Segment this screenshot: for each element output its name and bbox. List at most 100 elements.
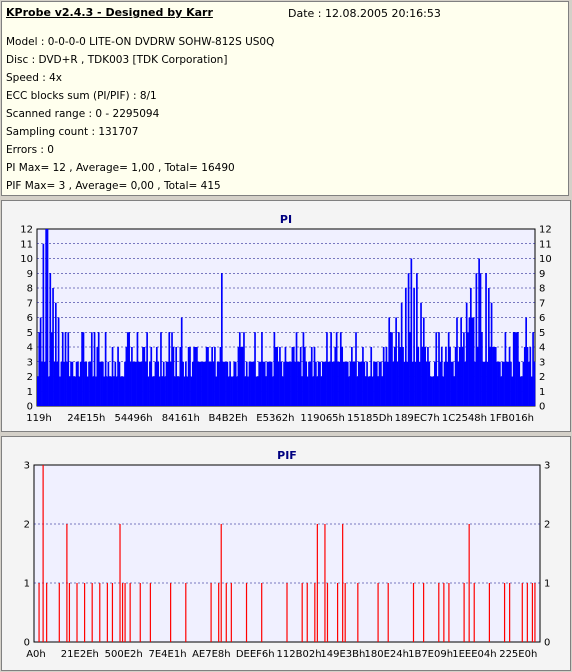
pi-bar <box>294 361 296 406</box>
pi-bar <box>482 361 485 406</box>
pi-bar <box>417 347 420 406</box>
pi-bar <box>150 347 153 406</box>
pi-bar <box>443 361 446 406</box>
speed-line: Speed : 4x <box>6 72 63 84</box>
pi-ytick-left: 10 <box>20 254 33 265</box>
pi-bar <box>247 376 249 406</box>
pi-bar <box>468 317 471 406</box>
pi-bar <box>357 361 360 406</box>
pi-bar <box>283 361 285 406</box>
info-panel: KProbe v2.4.3 - Designed by Karr Date : … <box>1 1 569 196</box>
pi-bar <box>234 361 237 406</box>
pi-bar <box>478 258 480 406</box>
pi-ytick-right: 2 <box>539 372 545 383</box>
pi-bar <box>201 361 204 406</box>
pi-bar <box>268 361 270 406</box>
pi-bar <box>525 317 527 406</box>
pi-bar <box>211 347 213 406</box>
pi-bar <box>113 376 115 406</box>
pi-bar <box>432 376 435 406</box>
pi-bar <box>497 361 500 406</box>
pi-bar <box>169 361 172 406</box>
pi-bar <box>179 347 182 406</box>
pi-bar <box>162 361 165 406</box>
pi-bar <box>395 317 397 406</box>
pi-bar <box>331 361 334 406</box>
pi-bar <box>312 376 314 406</box>
pi-bar <box>381 376 384 406</box>
pi-bar <box>298 361 301 406</box>
pi-bar <box>277 361 280 406</box>
pi-bar <box>144 361 147 406</box>
pi-bar <box>154 361 157 406</box>
pi-bar <box>229 361 231 406</box>
pi-bar <box>519 376 522 406</box>
pi-bar <box>255 376 258 406</box>
pif-xtick: 225E0h <box>499 649 537 660</box>
pi-bar <box>366 361 368 406</box>
pi-bar <box>438 332 440 406</box>
pi-bar <box>324 361 327 406</box>
pi-bar <box>344 361 346 406</box>
pi-bar <box>460 317 462 406</box>
pi-bar <box>233 361 236 406</box>
pi-bar <box>263 361 266 406</box>
pi-ytick-right: 6 <box>539 313 545 324</box>
pi-ytick-left: 9 <box>27 269 33 280</box>
pi-bar <box>533 361 536 406</box>
pi-bar <box>70 361 72 406</box>
pi-bar <box>410 258 413 406</box>
pi-bar <box>339 332 342 406</box>
pi-bar <box>457 361 460 406</box>
pi-bar <box>86 376 89 406</box>
pi-bar <box>237 347 240 406</box>
pi-bar <box>425 361 428 406</box>
pif-chart-title: PIF <box>277 449 297 462</box>
pi-bar <box>526 347 529 406</box>
pi-bar <box>416 273 418 406</box>
pi-bar <box>203 361 205 406</box>
pi-bar <box>90 332 93 406</box>
pi-bar <box>334 347 337 406</box>
pi-bar <box>418 361 421 406</box>
pi-bar <box>388 317 391 406</box>
pi-bar <box>75 361 78 406</box>
pi-bar <box>456 317 458 406</box>
pi-bar <box>352 361 355 406</box>
pi-bar <box>208 361 211 406</box>
pi-bar <box>458 347 461 406</box>
pi-bar <box>303 347 306 406</box>
pi-bar <box>175 347 178 406</box>
pi-bar <box>479 273 482 406</box>
pi-bar <box>172 347 175 406</box>
pif-xtick: 1B7E09h <box>408 649 453 660</box>
pif-ytick-right: 1 <box>544 579 550 590</box>
pi-bar <box>463 332 465 406</box>
pi-bar <box>323 361 326 406</box>
pi-bar <box>84 361 86 406</box>
pi-bar <box>59 376 61 406</box>
pi-bar <box>321 361 324 406</box>
pi-bar <box>77 361 79 406</box>
pi-bar <box>371 376 374 406</box>
pi-bar <box>291 347 294 406</box>
pi-bar <box>449 347 451 406</box>
pi-bar <box>209 361 212 406</box>
pi-bar <box>265 376 267 406</box>
pi-bar <box>413 288 415 406</box>
pi-bar <box>452 361 454 406</box>
pi-bar <box>38 332 41 406</box>
pi-bar <box>122 376 125 406</box>
pi-bar <box>54 302 57 406</box>
range-line: Scanned range : 0 - 2295094 <box>6 108 160 120</box>
pi-bar <box>56 361 59 406</box>
pi-bar <box>447 332 450 406</box>
pi-bar <box>124 361 126 406</box>
pi-bar <box>158 376 161 406</box>
ecc-line: ECC blocks sum (PI/PIF) : 8/1 <box>6 90 157 102</box>
pi-bar <box>60 361 63 406</box>
pi-bar <box>385 347 388 406</box>
pi-bar <box>50 332 53 406</box>
pi-bar <box>121 376 124 406</box>
pi-bar <box>136 332 139 406</box>
